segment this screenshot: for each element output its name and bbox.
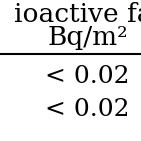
Text: < 0.02: < 0.02 [45, 65, 130, 88]
Text: ioactive fal: ioactive fal [14, 2, 141, 27]
Text: < 0.02: < 0.02 [45, 98, 130, 122]
Text: Bq/m²: Bq/m² [47, 25, 128, 50]
